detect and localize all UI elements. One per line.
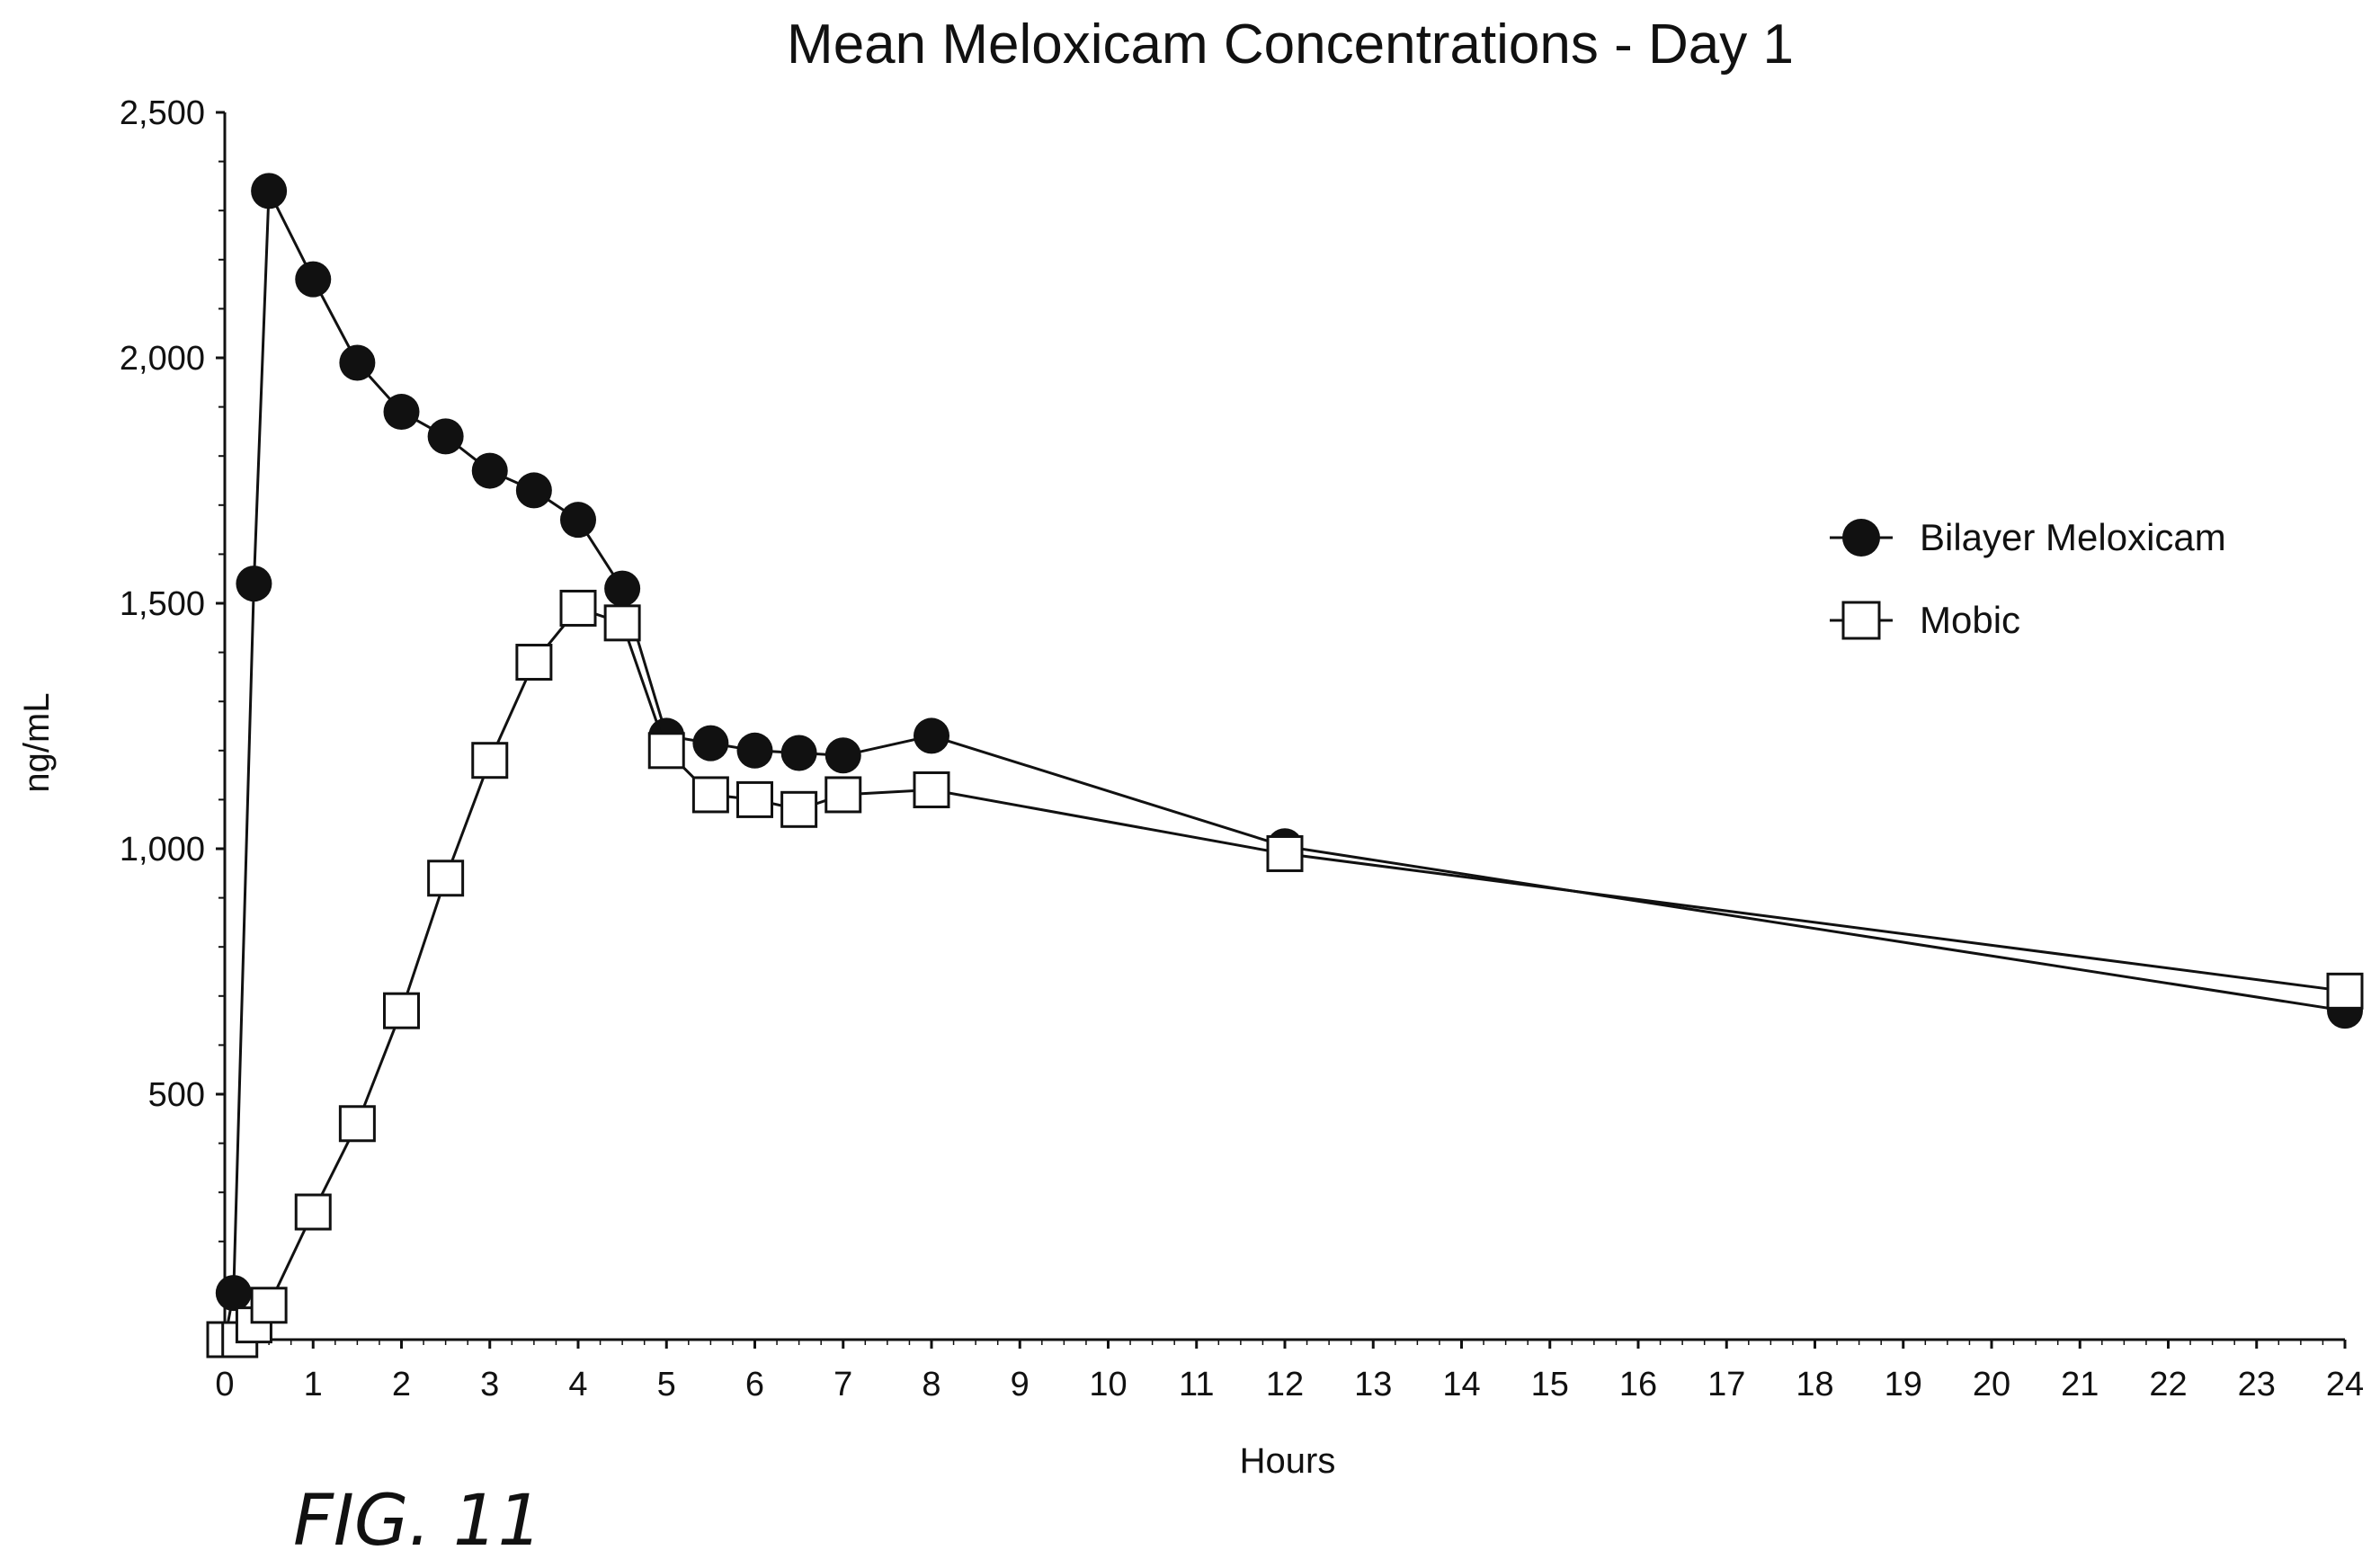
x-tick-label: 1	[304, 1366, 323, 1403]
series-bilayer-meloxicam	[207, 173, 2363, 1358]
data-point	[2326, 972, 2364, 1010]
data-point	[825, 776, 862, 814]
x-tick-label: 15	[1531, 1366, 1569, 1403]
x-axis: 0 1 2 3 4 5 6 7 8 9 10 11 12 13 14 15 16 17 18 19 20 21 22 23 24	[215, 1338, 2364, 1403]
legend-item-mobic: Mobic	[1830, 599, 2020, 641]
data-point	[250, 1287, 288, 1324]
x-tick-label: 8	[922, 1366, 940, 1403]
y-tick-label: 1,500	[120, 585, 205, 623]
x-tick-label: 11	[1179, 1366, 1214, 1403]
data-point	[692, 725, 729, 762]
data-point	[471, 742, 509, 780]
x-tick-label: 10	[1089, 1366, 1127, 1403]
y-tick-label: 2,500	[120, 94, 205, 132]
legend-marker-filled-circle	[1842, 519, 1880, 557]
data-point	[913, 771, 950, 808]
data-point	[383, 992, 420, 1029]
x-tick-label: 20	[1973, 1366, 2010, 1403]
x-tick-label: 3	[480, 1366, 499, 1403]
data-point	[515, 644, 553, 682]
x-tick-label: 14	[1442, 1366, 1480, 1403]
data-point	[780, 735, 817, 771]
data-point	[736, 732, 773, 769]
data-point	[515, 472, 552, 509]
data-point	[560, 502, 596, 539]
legend-item-bilayer-meloxicam: Bilayer Meloxicam	[1830, 516, 2226, 558]
x-tick-label: 18	[1796, 1366, 1833, 1403]
x-tick-label: 7	[833, 1366, 852, 1403]
data-point	[338, 1105, 376, 1143]
x-tick-label: 13	[1354, 1366, 1392, 1403]
legend: Bilayer Meloxicam Mobic	[1830, 516, 2226, 641]
series-line	[223, 190, 2346, 1341]
x-tick-label: 16	[1619, 1366, 1657, 1403]
x-tick-label: 19	[1885, 1366, 1922, 1403]
x-tick-label: 22	[2149, 1366, 2187, 1403]
x-tick-label: 0	[215, 1366, 234, 1403]
x-tick-label: 23	[2238, 1366, 2276, 1403]
y-axis: 500 1,000 1,500 2,000 2,500	[120, 94, 227, 1341]
legend-marker-open-square	[1841, 601, 1881, 640]
data-point	[604, 570, 641, 607]
data-point	[603, 604, 641, 642]
data-point	[294, 1193, 332, 1231]
figure-label: FIG. 11	[293, 1481, 542, 1559]
data-point	[295, 261, 332, 298]
data-point	[427, 860, 465, 897]
legend-label: Mobic	[1920, 599, 2020, 641]
data-point	[736, 780, 773, 818]
data-point	[914, 717, 949, 754]
y-tick-label: 2,000	[120, 340, 205, 378]
data-point	[559, 589, 597, 627]
data-point	[215, 1275, 252, 1312]
data-point	[236, 566, 272, 602]
data-point	[825, 737, 861, 774]
y-tick-label: 1,000	[120, 831, 205, 869]
data-point	[691, 776, 729, 814]
data-point	[647, 732, 685, 770]
x-tick-label: 24	[2326, 1366, 2364, 1403]
x-tick-label: 9	[1011, 1366, 1030, 1403]
x-tick-label: 2	[392, 1366, 411, 1403]
series-line	[225, 606, 2346, 1341]
series-mobic	[206, 589, 2364, 1359]
data-point	[339, 344, 376, 381]
data-point	[383, 394, 420, 431]
data-point	[780, 790, 818, 828]
data-point	[1266, 834, 1304, 872]
legend-label: Bilayer Meloxicam	[1920, 516, 2226, 558]
x-tick-label: 5	[657, 1366, 676, 1403]
x-tick-label: 4	[568, 1366, 587, 1403]
x-tick-label: 17	[1707, 1366, 1745, 1403]
series-layer	[206, 173, 2364, 1359]
x-tick-label: 12	[1266, 1366, 1304, 1403]
y-axis-label: ng/mL	[17, 692, 57, 792]
y-tick-label: 500	[148, 1076, 205, 1114]
data-point	[471, 452, 508, 489]
data-point	[251, 173, 288, 209]
x-tick-label: 6	[745, 1366, 764, 1403]
x-axis-label: Hours	[1240, 1441, 1336, 1481]
chart-title: Mean Meloxicam Concentrations - Day 1	[787, 13, 1794, 76]
x-tick-label: 21	[2061, 1366, 2099, 1403]
data-point	[427, 418, 464, 455]
